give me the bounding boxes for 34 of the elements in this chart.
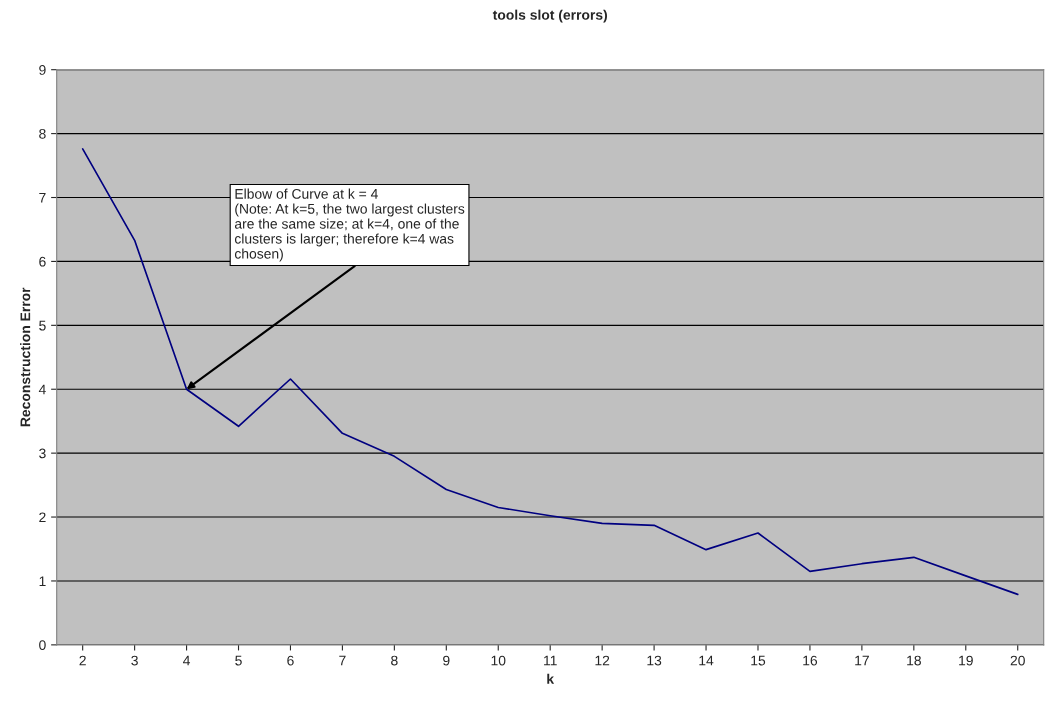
chart-title: tools slot (errors) <box>492 9 607 23</box>
y-tick-label: 6 <box>39 256 46 267</box>
y-tick-label: 5 <box>39 320 46 331</box>
y-tick-label: 2 <box>39 512 46 523</box>
x-tick-label: 19 <box>959 655 973 666</box>
x-tick-label: 12 <box>595 655 610 666</box>
annotation: Elbow of Curve at k = 4 (Note: At k=5, the two largest clusters are the same size; at k=4, one of the clusters is larger; therefore k=4 was chosen) <box>234 188 465 262</box>
x-tick-label: 5 <box>235 655 242 666</box>
x-tick-label: 11 <box>544 655 557 666</box>
x-tick-label: 16 <box>803 655 818 666</box>
y-tick-label: 1 <box>39 576 46 586</box>
y-tick-label: 3 <box>39 448 46 459</box>
x-tick-label: 20 <box>1010 655 1025 666</box>
y-axis-title: Reconstruction Error <box>20 287 31 427</box>
x-tick-label: 2 <box>79 655 86 666</box>
x-tick-label: 14 <box>699 655 714 666</box>
y-tick-label: 0 <box>39 640 46 651</box>
x-tick-label: 8 <box>391 655 398 666</box>
line-series <box>81 148 1019 596</box>
x-tick-label: 7 <box>339 655 346 666</box>
x-tick-label: 4 <box>183 655 191 666</box>
x-tick-label: 6 <box>287 655 294 666</box>
x-tick-label: 10 <box>491 655 506 666</box>
x-tick-label: 9 <box>443 655 450 666</box>
x-tick-label: 3 <box>131 655 138 666</box>
x-axis-title: k <box>547 673 555 684</box>
y-tick-label: 8 <box>39 128 46 139</box>
x-tick-label: 17 <box>855 655 869 666</box>
x-tick-label: 15 <box>751 655 766 666</box>
y-tick-label: 4 <box>38 384 46 395</box>
x-tick-label: 18 <box>907 655 921 666</box>
x-tick-label: 13 <box>647 655 662 666</box>
y-tick-label: 7 <box>39 192 46 203</box>
y-tick-label: 9 <box>39 65 46 75</box>
